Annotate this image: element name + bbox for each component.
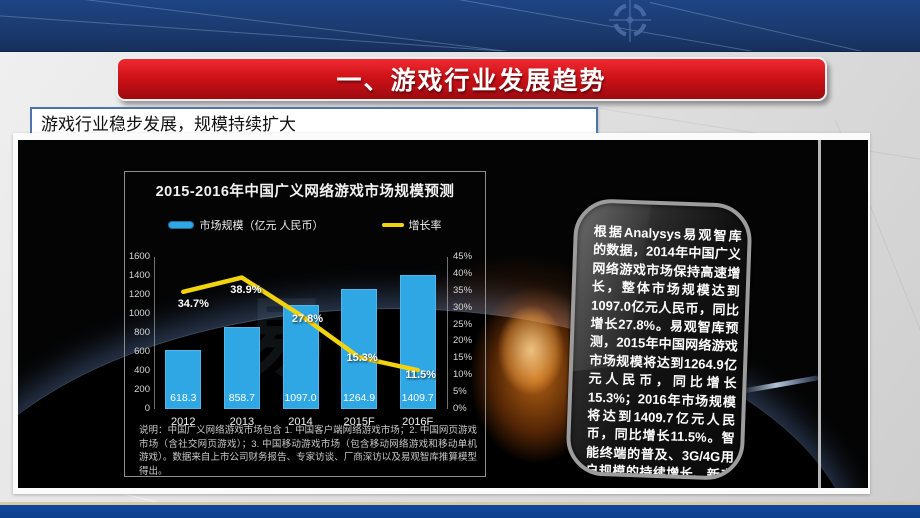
y-axis-label-left: 800 [134,327,150,338]
sun-glow [486,290,576,410]
y-axis-label-left: 1000 [128,308,150,319]
phone-mockup: 根据Analysys易观智库的数据，2014年中国广义网络游戏市场保持高速增长，… [565,197,753,482]
y-axis-label-right: 15% [453,352,473,364]
panel-seam [818,140,821,488]
y-axis-label-right: 40% [453,267,473,279]
y-axis-label-right: 0% [453,403,467,414]
compass-icon [608,0,652,42]
y-axis-label-left: 600 [134,346,150,357]
phone-screen-text: 根据Analysys易观智库的数据，2014年中国广义网络游戏市场保持高速增长，… [585,223,742,482]
subtitle-text: 游戏行业稳步发展，规模持续扩大 [41,115,296,134]
y-axis-label-right: 25% [453,318,473,330]
chart-title: 2015-2016年中国广义网络游戏市场规模预测 [155,184,455,200]
growth-rate-label: 15.3% [346,352,378,365]
y-axis-label-right: 10% [453,369,473,381]
bottom-bar [0,505,920,518]
y-axis-label-left: 1600 [128,251,150,262]
top-bar [0,0,920,52]
y-axis-label-left: 1200 [128,289,150,300]
y-axis-label-left: 0 [144,403,150,414]
y-axis-label-right: 35% [453,284,473,296]
legend-label: 增长率 [408,220,442,232]
growth-rate-label: 38.9% [230,283,262,296]
y-axis-label-right: 5% [453,386,467,398]
growth-rate-label: 27.8% [291,313,324,326]
x-axis-label: 2015F [343,416,375,428]
bar [399,275,436,409]
bottom-tan-line [0,502,920,505]
y-axis-label-left: 400 [134,365,150,376]
x-axis-label: 2014 [288,416,313,428]
x-axis-label: 2013 [229,416,255,428]
chart-legend: 市场规模（亿元 人民币） 增长率 [125,217,485,233]
bar [341,288,378,409]
subtitle-box: 游戏行业稳步发展，规模持续扩大 [30,107,598,138]
legend-item-market-size: 市场规模（亿元 人民币） [168,217,324,233]
title-banner: 一、游戏行业发展趋势 [116,57,827,101]
page-title: 一、游戏行业发展趋势 [336,67,607,95]
y-axis-label-left: 1400 [128,270,150,281]
top-bar-line [649,2,920,51]
chart-panel: 2015-2016年中国广义网络游戏市场规模预测 市场规模（亿元 人民币） 增长… [124,171,486,477]
y-axis-label-left: 200 [134,384,150,395]
bar-value-label: 1097.0 [284,392,317,404]
space-image-panel: 易 2015-2016年中国广义网络游戏市场规模预测 市场规模（亿元 人民币） … [18,140,868,488]
legend-item-growth-rate: 增长率 [381,217,442,233]
bar-value-label: 858.7 [228,392,256,404]
bar-value-label: 1409.7 [401,392,434,404]
y-axis-label-right: 30% [453,301,473,313]
legend-label: 市场规模（亿元 人民币） [199,220,324,232]
top-bar-line [0,14,539,51]
x-axis-label: 2012 [171,416,196,428]
bar-value-label: 618.3 [170,392,197,404]
y-axis-label-right: 20% [453,335,473,347]
horizon-streak [741,375,819,394]
legend-line-swatch [381,223,404,227]
legend-bar-swatch [168,221,195,229]
bar-value-label: 1264.9 [343,392,376,404]
growth-rate-label: 11.5% [405,369,436,382]
chart-footnote: 说明：中国广义网络游戏市场包含 1. 中国客户端网络游戏市场；2. 中国网页游戏… [139,425,477,477]
growth-rate-label: 34.7% [177,297,209,310]
x-axis-label: 2016F [402,416,434,428]
right-axis-line [447,257,448,409]
left-axis-line [154,257,155,409]
y-axis-label-right: 45% [453,251,473,262]
image-frame: 易 2015-2016年中国广义网络游戏市场规模预测 市场规模（亿元 人民币） … [13,133,870,494]
